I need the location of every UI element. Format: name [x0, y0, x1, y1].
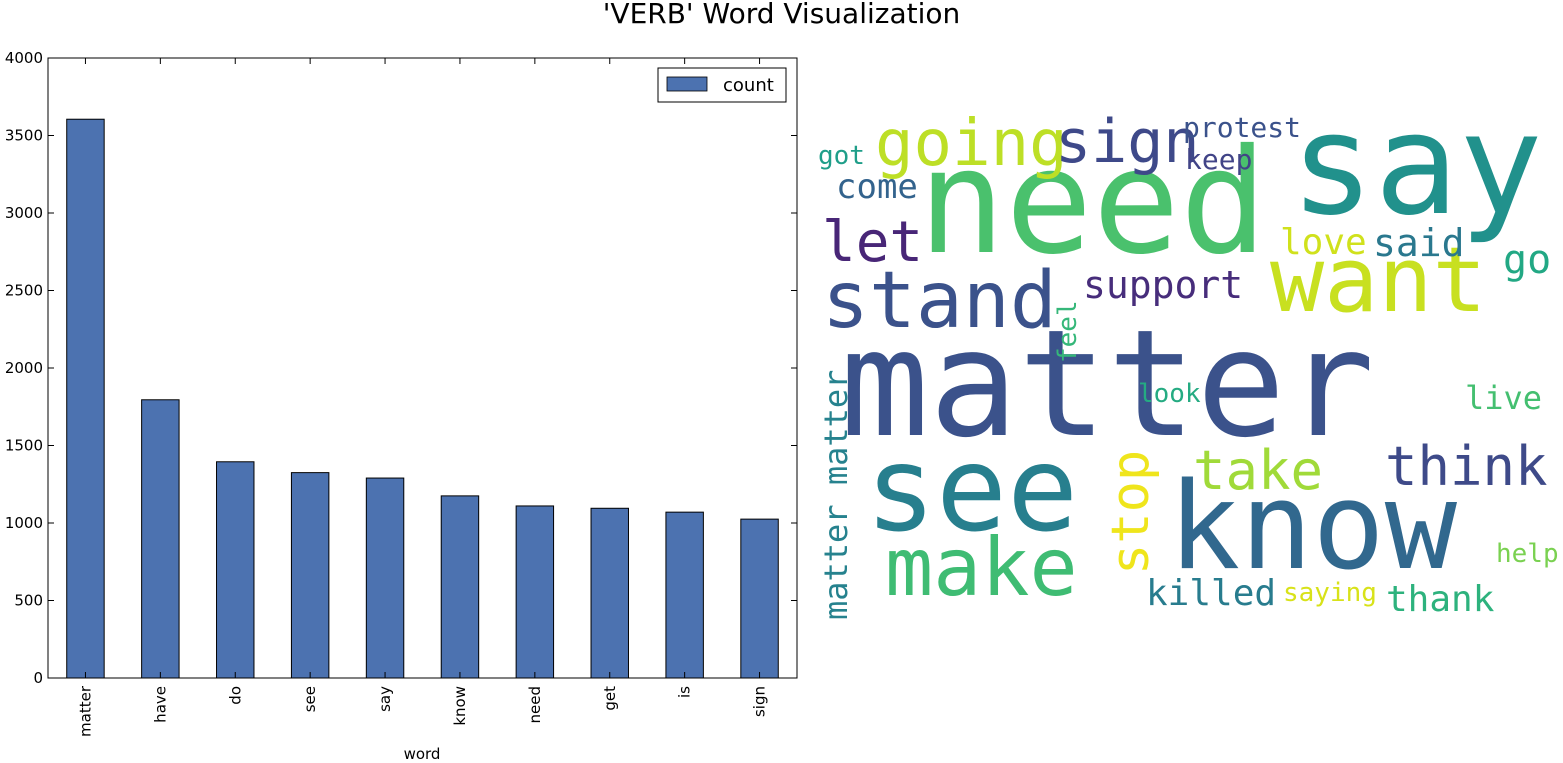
cloud-word-protest: protest	[1183, 111, 1302, 144]
cloud-word-want: want	[1270, 228, 1487, 333]
y-tick-label-1500: 1500	[5, 437, 43, 455]
y-tick-label-500: 500	[14, 592, 43, 610]
bar-chart: 0 500 1000 1500 2000 2500 3000 3500 4000 matter h…	[5, 49, 798, 763]
cloud-word-stand: stand	[822, 256, 1057, 346]
bar-matter	[66, 118, 105, 679]
y-tick-label-4000: 4000	[5, 49, 43, 67]
cloud-word-saying: saying	[1283, 578, 1377, 608]
cloud-word-sign: sign	[1055, 107, 1200, 177]
x-tick-label-say: say	[376, 686, 394, 712]
legend: count	[657, 67, 787, 103]
cloud-word-stop: stop	[1101, 449, 1161, 575]
x-axis-label: word	[404, 745, 441, 763]
x-tick-label-get: get	[601, 686, 619, 711]
cloud-word-let: let	[822, 210, 924, 275]
plot-frame	[47, 57, 798, 679]
cloud-word-matter-matter: matter matter	[817, 369, 855, 620]
x-tick-label-do: do	[226, 686, 244, 705]
x-tick-label-is: is	[676, 686, 694, 698]
x-axis-ticks: matter have do see say know need get is sign	[76, 58, 769, 737]
cloud-word-matter: matter	[840, 298, 1375, 470]
cloud-word-going: going	[875, 107, 1068, 181]
cloud-word-got: got	[818, 141, 865, 171]
bars-layer	[66, 118, 779, 679]
y-tick-label-0: 0	[33, 669, 43, 687]
cloud-word-feel: feel	[1053, 300, 1083, 363]
y-tick-label-3000: 3000	[5, 204, 43, 222]
bar-see	[290, 472, 330, 679]
x-tick-label-need: need	[526, 686, 544, 724]
figure-title: 'VERB' Word Visualization	[602, 0, 961, 30]
legend-swatch	[666, 76, 708, 92]
cloud-word-help: help	[1496, 539, 1559, 569]
cloud-word-go: go	[1503, 237, 1552, 283]
cloud-word-take: take	[1193, 439, 1324, 502]
bar-need	[515, 505, 555, 679]
y-tick-label-3500: 3500	[5, 127, 43, 145]
cloud-word-say: say	[1290, 84, 1543, 247]
cloud-word-see: see	[865, 420, 1079, 558]
cloud-word-come: come	[836, 167, 918, 207]
y-tick-label-2500: 2500	[5, 282, 43, 300]
cloud-word-support: support	[1083, 263, 1244, 307]
x-tick-label-have: have	[151, 686, 169, 723]
cloud-word-need: need	[918, 118, 1268, 287]
bar-is	[665, 511, 704, 679]
y-tick-label-1000: 1000	[5, 514, 43, 532]
cloud-word-love: love	[1280, 222, 1367, 263]
cloud-word-said: said	[1373, 221, 1465, 265]
cloud-word-look: look	[1138, 379, 1201, 409]
x-tick-label-see: see	[301, 686, 319, 712]
y-tick-label-2000: 2000	[5, 359, 43, 377]
cloud-word-know: know	[1168, 458, 1457, 597]
word-cloud: matter need say see know want stand make going si…	[805, 95, 1563, 655]
x-tick-label-matter: matter	[76, 685, 94, 737]
cloud-word-think: think	[1385, 435, 1548, 498]
cloud-word-live: live	[1465, 379, 1543, 417]
bar-sign	[740, 518, 779, 679]
bar-know	[440, 495, 480, 679]
legend-label-count: count	[723, 75, 774, 96]
x-tick-label-sign: sign	[751, 686, 769, 717]
bar-do	[216, 461, 255, 679]
bar-say	[365, 477, 405, 679]
cloud-word-keep: keep	[1185, 143, 1253, 176]
x-tick-label-know: know	[451, 686, 469, 726]
cloud-word-make: make	[885, 521, 1078, 614]
bar-get	[590, 507, 629, 679]
cloud-word-killed: killed	[1146, 573, 1277, 614]
bar-have	[141, 399, 180, 679]
cloud-word-thank: thank	[1386, 579, 1495, 620]
y-axis-ticks: 0 500 1000 1500 2000 2500 3000 3500 4000	[5, 49, 797, 687]
